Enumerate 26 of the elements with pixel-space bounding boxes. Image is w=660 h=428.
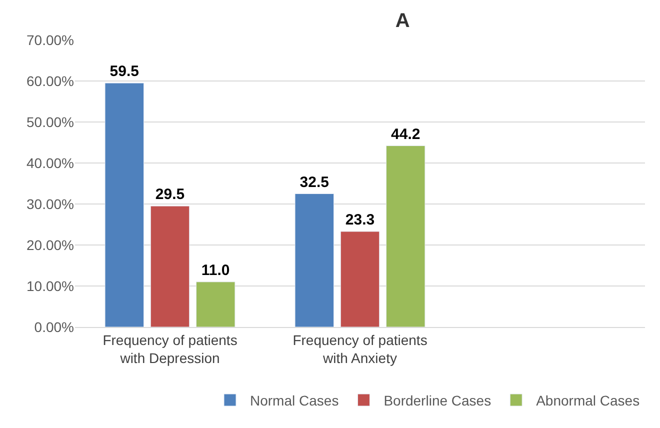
bar — [340, 231, 380, 327]
data-label: 11.0 — [201, 262, 230, 279]
data-label: 44.2 — [391, 126, 420, 143]
bar — [104, 82, 144, 327]
legend-label: Normal Cases — [250, 392, 339, 408]
data-label: 32.5 — [300, 174, 329, 191]
data-label: 59.5 — [110, 63, 139, 80]
bar — [294, 194, 334, 327]
legend-label: Borderline Cases — [384, 392, 492, 408]
y-tick-label: 40.00% — [26, 154, 74, 171]
x-tick-label: Frequency of patients with Depression — [102, 332, 238, 366]
bar — [196, 282, 236, 327]
chart-title: A — [395, 10, 410, 32]
y-tick-label: 50.00% — [26, 114, 74, 130]
y-tick-label: 20.00% — [26, 236, 74, 253]
y-tick-label: 60.00% — [26, 72, 74, 89]
x-tick-label: Frequency of patients with Anxiety — [292, 332, 428, 366]
data-label: 23.3 — [345, 211, 375, 228]
y-tick-label: 30.00% — [26, 196, 74, 212]
legend-label: Abnormal Cases — [536, 392, 640, 408]
y-tick-label: 0.00% — [34, 318, 74, 335]
bar — [150, 206, 190, 327]
y-tick-label: 10.00% — [26, 278, 74, 294]
data-label: 29.5 — [155, 186, 185, 204]
y-tick-label: 70.00% — [26, 32, 74, 48]
bar — [386, 146, 426, 327]
